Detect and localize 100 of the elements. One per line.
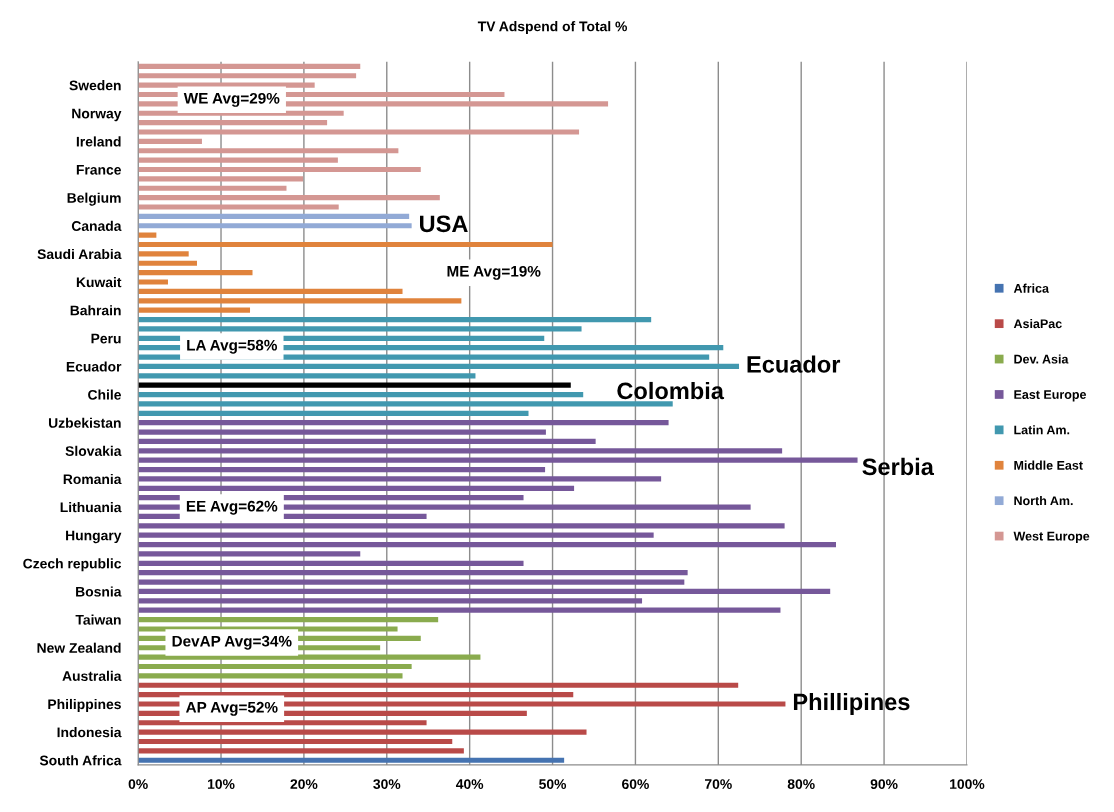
bar <box>138 279 168 285</box>
y-tick-label: Ecuador <box>66 361 122 372</box>
bar <box>138 223 412 229</box>
bar <box>138 326 582 332</box>
bar <box>138 316 652 323</box>
bar <box>138 757 565 763</box>
bar <box>138 166 421 173</box>
bar <box>138 307 251 313</box>
bar <box>138 157 338 163</box>
bar <box>138 288 403 294</box>
bar <box>138 391 584 398</box>
y-tick-label: Romania <box>63 473 122 485</box>
bar <box>138 260 197 266</box>
bar <box>138 466 546 473</box>
y-tick-label: New Zealand <box>37 642 121 653</box>
y-tick-label: Philippines <box>48 698 121 712</box>
bar <box>138 448 783 454</box>
y-tick-label: Canada <box>71 220 122 231</box>
bar <box>138 63 361 69</box>
annotation: AP Avg=52% <box>185 701 278 716</box>
y-tick-label: Peru <box>91 333 121 344</box>
bar <box>138 138 202 144</box>
y-tick-label: Hungary <box>66 530 122 544</box>
x-tick-label: 20% <box>290 779 318 789</box>
bar <box>138 485 575 491</box>
legend-label: Africa <box>1013 283 1050 293</box>
y-tick-label: Bosnia <box>76 586 122 597</box>
y-tick-label: Australia <box>62 670 122 681</box>
legend-label: Middle East <box>1014 460 1083 470</box>
annotation: EE Avg=62% <box>186 500 278 515</box>
x-tick-label: 0% <box>128 779 148 789</box>
annotation: Phillipines <box>793 692 910 715</box>
y-tick-label: Slovakia <box>65 445 122 456</box>
annotation: LA Avg=58% <box>187 339 278 354</box>
y-tick-label: Taiwan <box>75 614 121 625</box>
annotation: Ecuador <box>747 355 841 373</box>
bar <box>138 541 836 548</box>
legend-label: Dev. Asia <box>1014 354 1069 364</box>
y-tick-label: Bahrain <box>70 305 121 316</box>
bar <box>138 270 253 276</box>
x-tick-label: 60% <box>622 779 649 789</box>
y-tick-label: Belgium <box>67 192 121 206</box>
bar <box>138 729 587 735</box>
bar <box>138 73 357 79</box>
bar <box>138 598 643 604</box>
legend-label: AsiaPac <box>1013 318 1062 329</box>
y-tick-label: Uzbekistan <box>48 417 121 428</box>
x-tick-label: 50% <box>539 779 567 789</box>
bar <box>138 617 439 623</box>
y-tick-label: Czech republic <box>23 558 122 572</box>
legend-label: Latin Am. <box>1014 425 1070 435</box>
bar <box>138 363 740 370</box>
bar <box>138 129 580 135</box>
y-tick-label: South Africa <box>39 755 122 766</box>
bar <box>138 523 785 529</box>
bar <box>138 476 662 482</box>
bar <box>138 532 654 538</box>
x-tick-label: 30% <box>373 779 401 790</box>
y-tick-label: Saudi Arabia <box>37 248 122 260</box>
x-tick-label: 90% <box>870 779 898 789</box>
bar <box>138 457 858 463</box>
bar <box>138 607 781 613</box>
y-tick-label: Kuwait <box>76 277 122 288</box>
bar <box>138 195 440 201</box>
x-tick-label: 70% <box>705 779 732 789</box>
bar <box>138 410 529 416</box>
bar <box>138 213 410 219</box>
y-tick-label: Sweden <box>69 80 121 91</box>
bar <box>138 420 669 426</box>
bar <box>138 120 328 126</box>
bar <box>138 429 546 435</box>
x-tick-label: 40% <box>455 779 484 789</box>
bar <box>138 232 157 238</box>
x-tick-label: 10% <box>207 779 235 789</box>
bar <box>138 204 339 210</box>
y-tick-label: Chile <box>88 389 121 400</box>
bar <box>138 373 476 379</box>
bar <box>138 251 189 257</box>
chart-title: TV Adspend of Total % <box>477 21 628 35</box>
bar <box>138 560 524 566</box>
annotation: Colombia <box>617 381 725 400</box>
y-tick-label: Indonesia <box>57 727 122 738</box>
bar <box>138 148 399 154</box>
bar <box>138 241 553 248</box>
legend-label: East Europe <box>1014 390 1087 402</box>
bar <box>138 738 453 745</box>
annotation: DevAP Avg=34% <box>172 635 292 650</box>
annotation: Serbia <box>862 457 935 476</box>
y-tick-label: France <box>76 165 121 175</box>
bar <box>138 298 462 304</box>
bar <box>138 673 403 679</box>
annotation: WE Avg=29% <box>183 92 280 107</box>
bar <box>138 748 464 754</box>
bar <box>138 176 304 182</box>
bar <box>138 438 596 445</box>
annotation: ME Avg=19% <box>447 265 541 280</box>
y-tick-label: Ireland <box>76 136 121 147</box>
bar <box>138 588 831 595</box>
bar <box>138 382 571 388</box>
bar <box>138 401 673 407</box>
